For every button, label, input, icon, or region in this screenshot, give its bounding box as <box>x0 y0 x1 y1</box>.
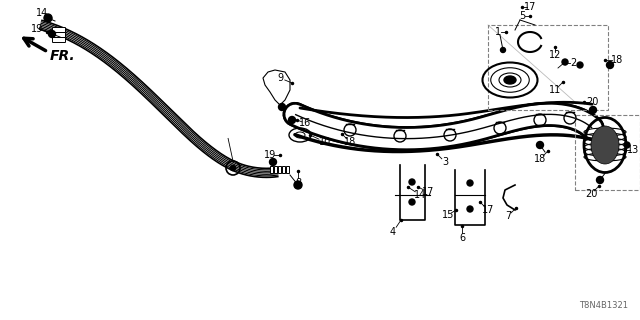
Bar <box>274 166 277 173</box>
Bar <box>488 25 608 110</box>
Text: 5: 5 <box>519 11 525 21</box>
Circle shape <box>409 179 415 185</box>
Text: 17: 17 <box>482 205 494 215</box>
Text: 20: 20 <box>585 189 597 199</box>
Text: 6: 6 <box>459 233 465 243</box>
Text: FR.: FR. <box>50 49 76 63</box>
Bar <box>270 166 273 173</box>
Bar <box>575 115 640 190</box>
Circle shape <box>294 181 302 189</box>
Circle shape <box>536 141 543 148</box>
Bar <box>278 166 281 173</box>
Bar <box>286 166 289 173</box>
Text: 20: 20 <box>586 97 598 107</box>
Text: 8: 8 <box>295 178 301 188</box>
Circle shape <box>289 116 296 124</box>
Text: 10: 10 <box>319 137 331 147</box>
Circle shape <box>467 206 473 212</box>
Circle shape <box>409 199 415 205</box>
Circle shape <box>269 158 276 165</box>
Text: 4: 4 <box>390 227 396 237</box>
Ellipse shape <box>504 76 516 84</box>
Text: 13: 13 <box>627 145 639 155</box>
Circle shape <box>49 30 56 37</box>
Text: 3: 3 <box>442 157 448 167</box>
Text: 17: 17 <box>524 2 536 12</box>
Text: 18: 18 <box>611 55 623 65</box>
Polygon shape <box>263 70 290 105</box>
Circle shape <box>467 180 473 186</box>
Text: 9: 9 <box>277 73 283 83</box>
Circle shape <box>500 47 506 52</box>
Text: 12: 12 <box>549 50 561 60</box>
Ellipse shape <box>591 126 619 164</box>
Circle shape <box>596 177 604 183</box>
Text: T8N4B1321: T8N4B1321 <box>579 301 628 310</box>
Text: 18: 18 <box>344 137 356 147</box>
Text: 18: 18 <box>534 154 546 164</box>
Text: 7: 7 <box>505 211 511 221</box>
Circle shape <box>44 14 52 22</box>
FancyBboxPatch shape <box>52 28 65 33</box>
Circle shape <box>607 61 614 68</box>
Circle shape <box>589 107 596 114</box>
Text: 17: 17 <box>422 187 434 197</box>
Circle shape <box>230 165 236 171</box>
Circle shape <box>624 142 630 148</box>
Circle shape <box>278 103 285 110</box>
Bar <box>282 166 285 173</box>
Text: 19: 19 <box>264 150 276 160</box>
Circle shape <box>577 62 583 68</box>
Text: 1: 1 <box>495 27 501 37</box>
Text: 15: 15 <box>442 210 454 220</box>
FancyBboxPatch shape <box>52 37 65 43</box>
Text: 11: 11 <box>549 85 561 95</box>
Circle shape <box>562 59 568 65</box>
Text: 2: 2 <box>570 58 576 68</box>
Text: 19: 19 <box>31 24 43 34</box>
Text: 14: 14 <box>414 190 426 200</box>
Text: 14: 14 <box>36 8 48 18</box>
Text: 16: 16 <box>299 118 311 128</box>
FancyBboxPatch shape <box>52 33 65 37</box>
